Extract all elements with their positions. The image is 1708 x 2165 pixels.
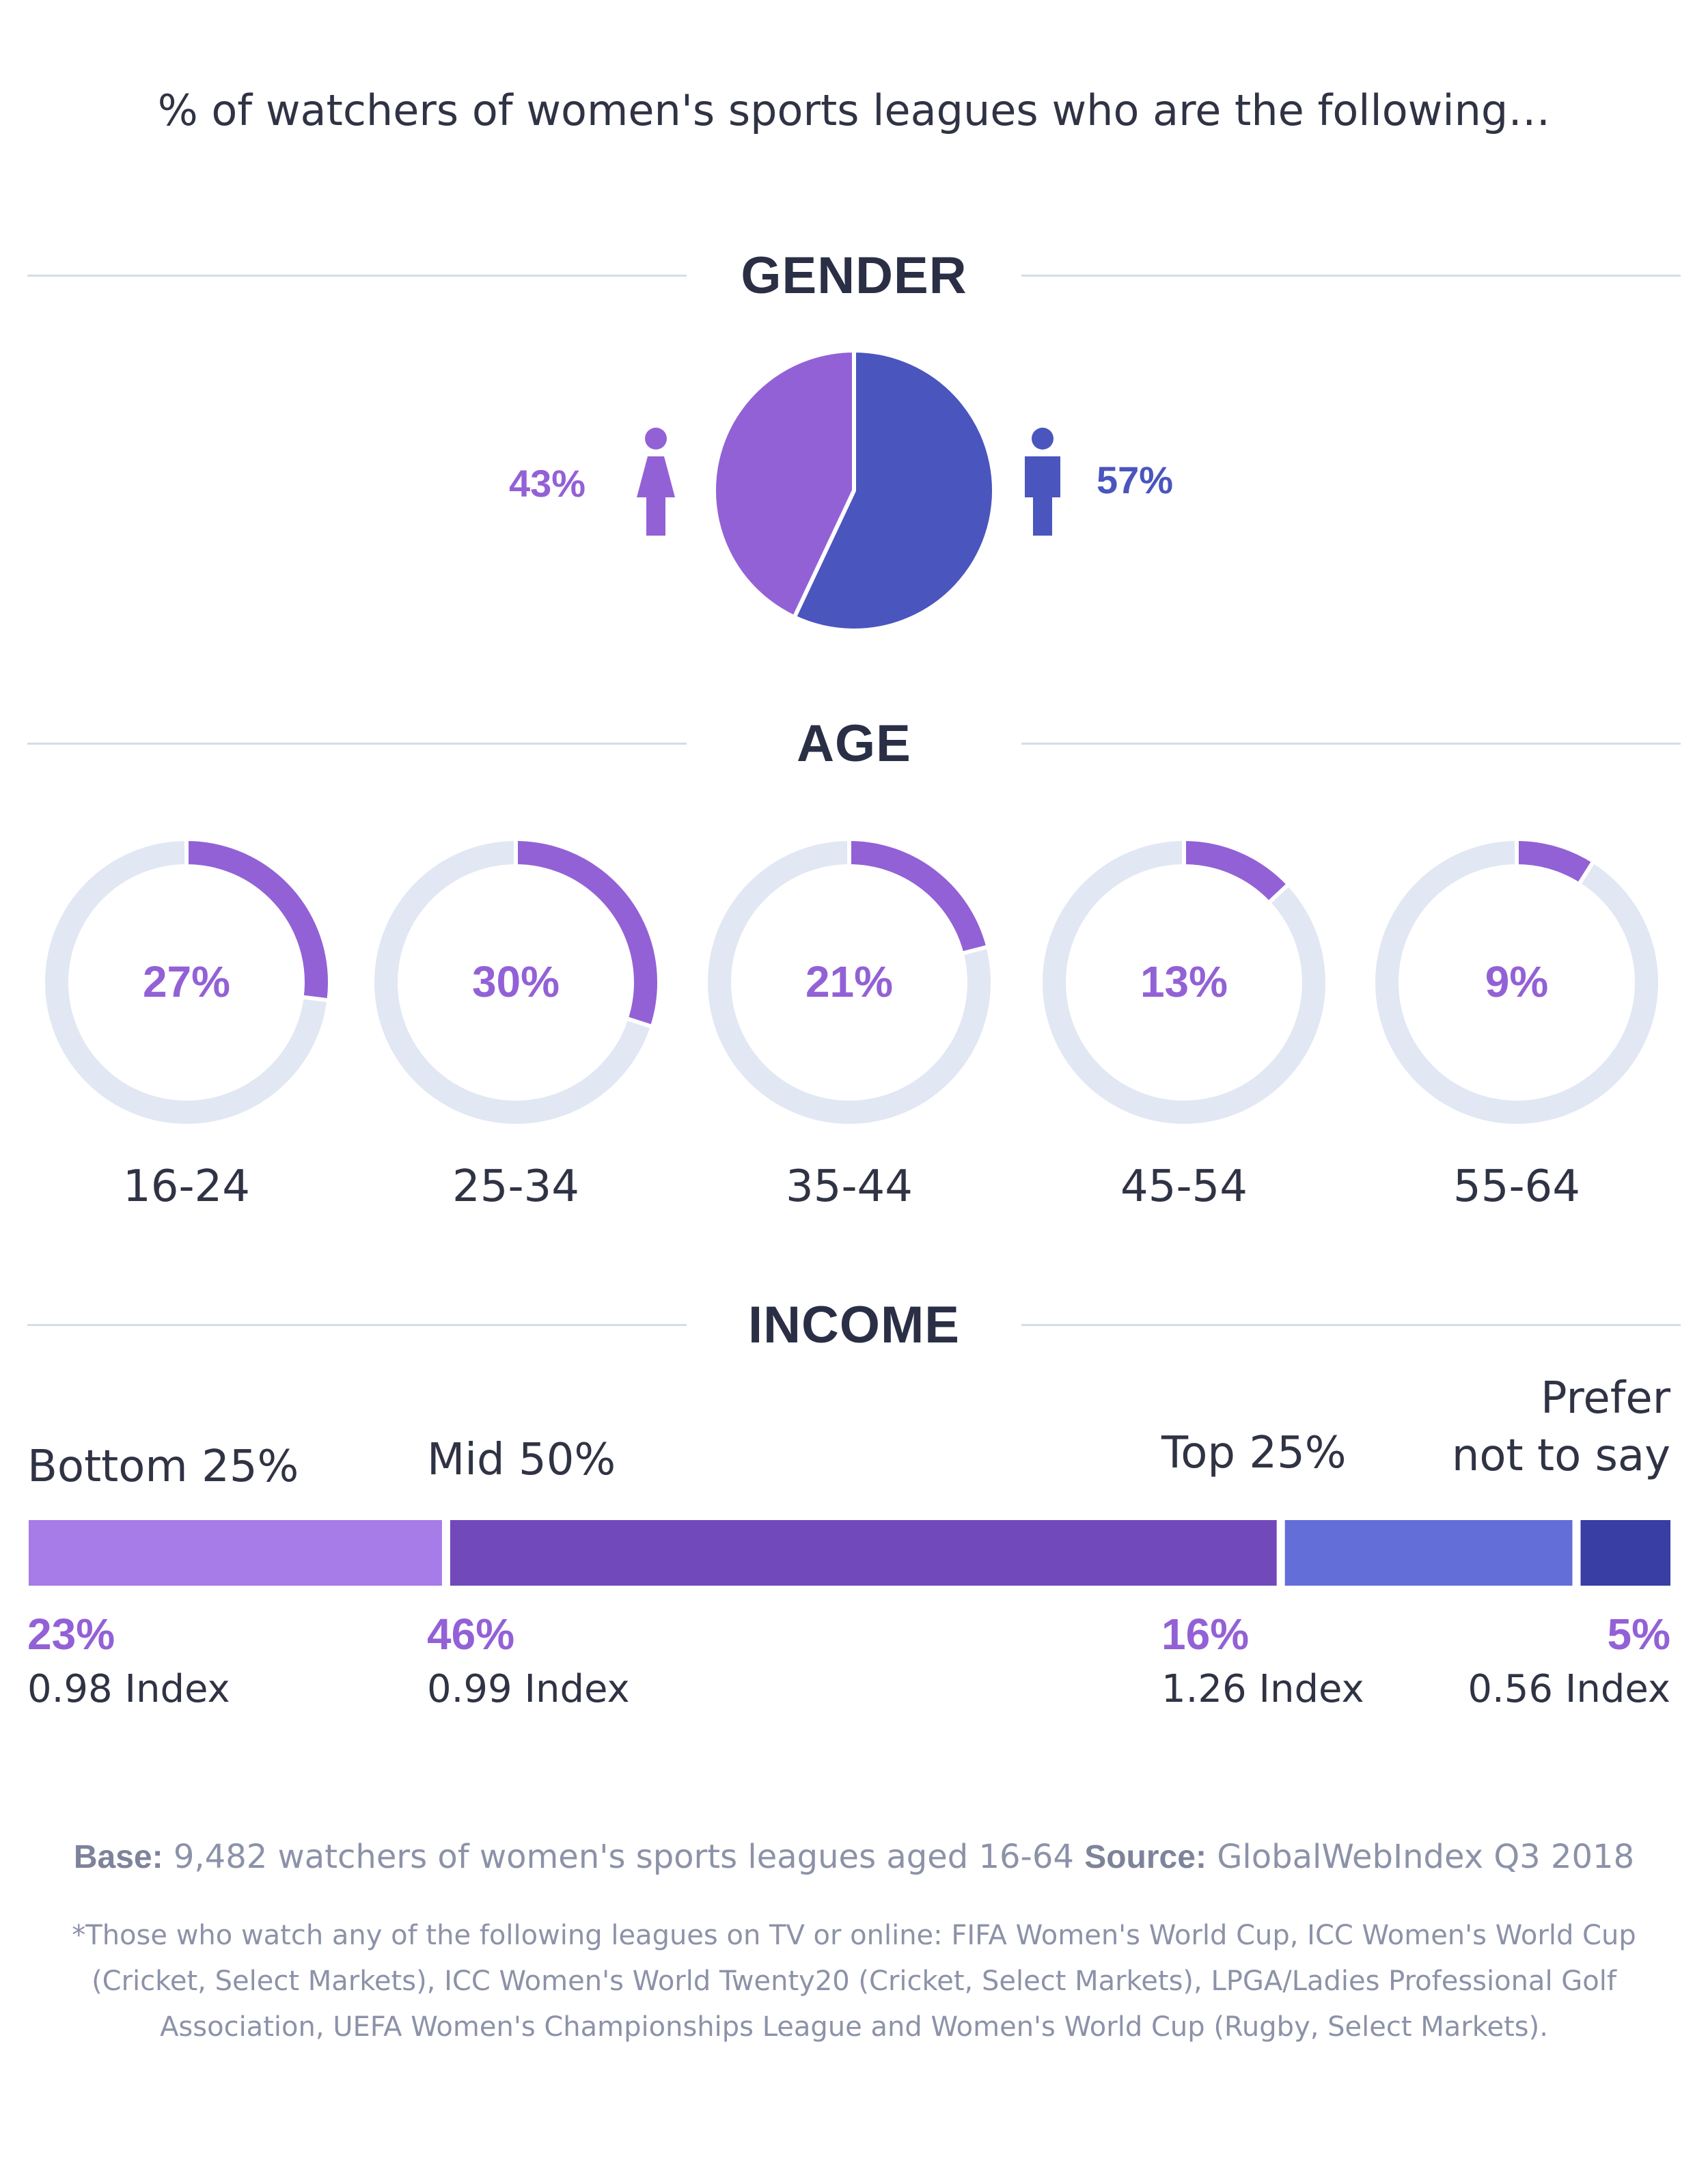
section-divider-right xyxy=(1021,743,1681,745)
income-index-label: 0.56 Index xyxy=(1468,1667,1670,1711)
income-bar-segment xyxy=(1580,1520,1670,1586)
income-percentage-label: 23% xyxy=(27,1610,115,1659)
male-percentage-label: 57% xyxy=(1097,458,1174,501)
income-category-label: Mid 50% xyxy=(427,1435,616,1485)
age-group-label: 45-54 xyxy=(1120,1161,1248,1212)
age-donut-charts xyxy=(45,840,1658,1124)
age-group-label: 55-64 xyxy=(1453,1161,1580,1212)
source-text: GlobalWebIndex Q3 2018 xyxy=(1217,1838,1635,1876)
base-source-note: Base: 9,482 watchers of women's sports l… xyxy=(0,1838,1708,1876)
income-stacked-bar xyxy=(29,1520,1670,1586)
footnote: *Those who watch any of the following le… xyxy=(72,1920,1636,2043)
income-percentage-label: 5% xyxy=(1607,1610,1671,1659)
donut-separator xyxy=(626,1016,652,1029)
income-category-label: Top 25% xyxy=(1161,1428,1347,1478)
donut-separator xyxy=(1578,860,1595,885)
income-bar-segment xyxy=(1284,1520,1573,1586)
female-percentage-label: 43% xyxy=(509,462,586,505)
age-donut-value: 13% xyxy=(1140,957,1228,1006)
income-bar-segment xyxy=(29,1520,442,1586)
income-percentage-label: 16% xyxy=(1161,1610,1250,1659)
income-category-label: not to say xyxy=(1451,1431,1670,1481)
income-category-label: Bottom 25% xyxy=(27,1442,299,1492)
age-donut-25-34 xyxy=(374,840,657,1124)
section-divider-left xyxy=(27,743,687,745)
section-heading-age: AGE xyxy=(797,715,911,773)
donut-separator xyxy=(1267,883,1290,905)
pie-slice-female xyxy=(712,348,856,620)
gender-pie-chart xyxy=(637,348,1060,633)
age-donut-value: 9% xyxy=(1485,957,1549,1006)
age-donut-16-24 xyxy=(45,840,329,1124)
source-label: Source: xyxy=(1084,1839,1207,1875)
age-donut-45-54 xyxy=(1043,840,1325,1124)
age-donut-value: 30% xyxy=(471,957,560,1006)
age-donut-value: 21% xyxy=(805,957,894,1006)
age-donut-35-44 xyxy=(708,840,991,1124)
donut-separator xyxy=(302,995,329,1003)
base-label: Base: xyxy=(73,1839,163,1875)
section-divider-right xyxy=(1021,1324,1681,1326)
section-divider-right xyxy=(1021,275,1681,277)
income-index-label: 0.98 Index xyxy=(27,1667,230,1711)
age-donut-value: 27% xyxy=(142,957,231,1006)
section-divider-left xyxy=(27,1324,687,1326)
income-index-label: 0.99 Index xyxy=(427,1667,630,1711)
base-text: 9,482 watchers of women's sports leagues… xyxy=(173,1838,1074,1876)
age-group-label: 35-44 xyxy=(786,1161,913,1212)
chart-title: % of watchers of women's sports leagues … xyxy=(157,85,1551,135)
income-bar-segment xyxy=(450,1520,1277,1586)
section-heading-gender: GENDER xyxy=(741,247,967,305)
income-category-label: Prefer xyxy=(1541,1373,1670,1424)
section-divider-left xyxy=(27,275,687,277)
donut-separator xyxy=(961,945,989,956)
age-group-label: 16-24 xyxy=(123,1161,250,1212)
income-percentage-label: 46% xyxy=(427,1610,515,1659)
age-group-label: 25-34 xyxy=(452,1161,579,1212)
male-person-icon xyxy=(1025,428,1060,536)
pie-slice-male xyxy=(791,348,996,633)
female-person-icon xyxy=(637,428,675,536)
section-heading-income: INCOME xyxy=(748,1296,960,1354)
age-donut-55-64 xyxy=(1375,840,1658,1124)
income-index-label: 1.26 Index xyxy=(1161,1667,1364,1711)
